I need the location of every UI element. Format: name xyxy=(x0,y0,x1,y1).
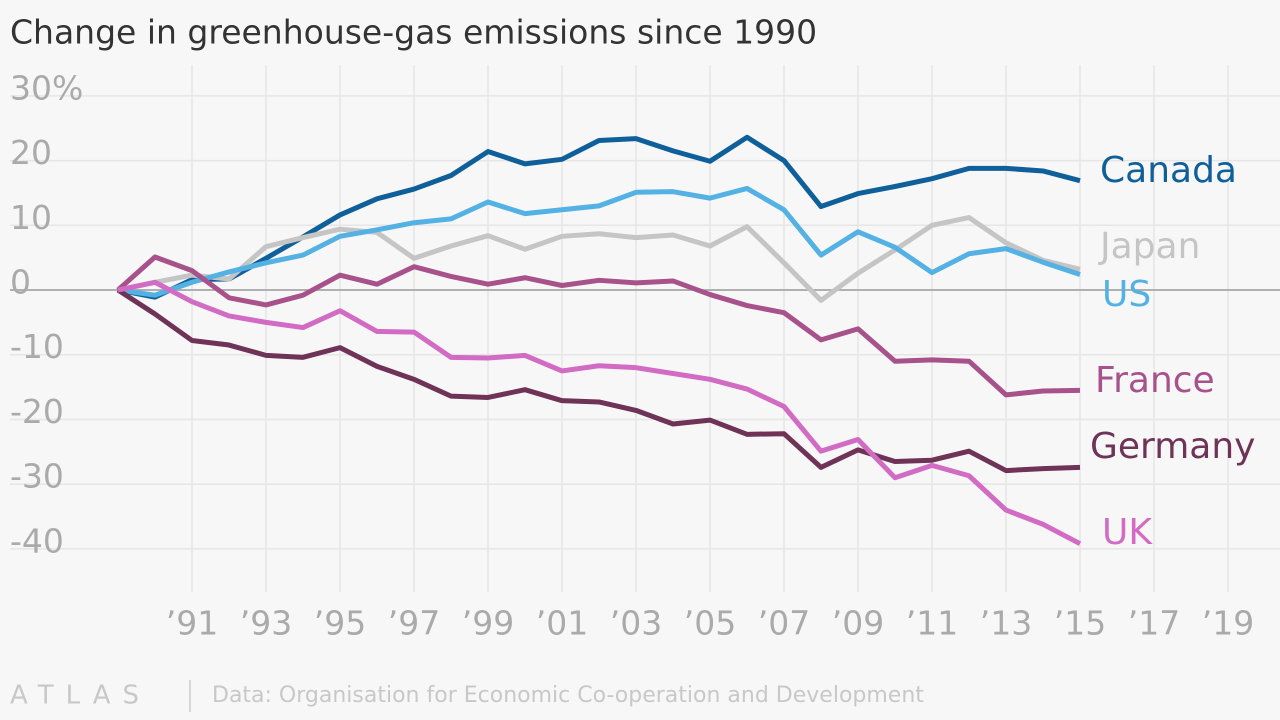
x-tick-label: ’19 xyxy=(1202,604,1254,643)
x-tick-label: ’91 xyxy=(166,604,218,643)
y-tick-label: 0 xyxy=(10,263,31,302)
x-tick-label: ’11 xyxy=(906,604,958,643)
series-label: Germany xyxy=(1090,426,1255,467)
chart-title: Change in greenhouse-gas emissions since… xyxy=(10,13,817,52)
brand: ATLAS xyxy=(10,681,151,711)
series-line xyxy=(117,134,1081,300)
y-tick-label: -10 xyxy=(10,327,64,366)
y-tick-label: 10 xyxy=(10,198,52,237)
x-tick-label: ’95 xyxy=(314,604,366,643)
series-label: Japan xyxy=(1098,226,1200,267)
x-tick-label: ’03 xyxy=(610,604,662,643)
series-line xyxy=(117,279,1082,546)
y-tick-label: -20 xyxy=(10,392,64,431)
y-tick-label: -30 xyxy=(10,457,64,496)
y-tick-label: -40 xyxy=(10,521,64,560)
x-tick-label: ’05 xyxy=(684,604,736,643)
series-label: US xyxy=(1102,274,1151,315)
series-label: France xyxy=(1095,360,1215,401)
x-tick-label: ’15 xyxy=(1054,604,1106,643)
x-tick-label: ’13 xyxy=(980,604,1032,643)
series-line xyxy=(117,185,1081,298)
series-label: Canada xyxy=(1100,150,1237,191)
source-note: Data: Organisation for Economic Co-opera… xyxy=(212,683,924,708)
x-tick-label: ’09 xyxy=(832,604,884,643)
series-line xyxy=(116,287,1081,474)
x-tick-label: ’97 xyxy=(388,604,440,643)
x-tick-label: ’99 xyxy=(462,604,514,643)
y-tick-label: 30% xyxy=(10,68,83,107)
y-tick-label: 20 xyxy=(10,133,52,172)
x-tick-label: ’01 xyxy=(536,604,588,643)
series-line xyxy=(116,254,1081,398)
x-tick-label: ’17 xyxy=(1128,604,1180,643)
x-tick-label: ’07 xyxy=(758,604,810,643)
x-tick-label: ’93 xyxy=(240,604,292,643)
series-line xyxy=(117,215,1081,303)
series-label: UK xyxy=(1102,512,1153,553)
